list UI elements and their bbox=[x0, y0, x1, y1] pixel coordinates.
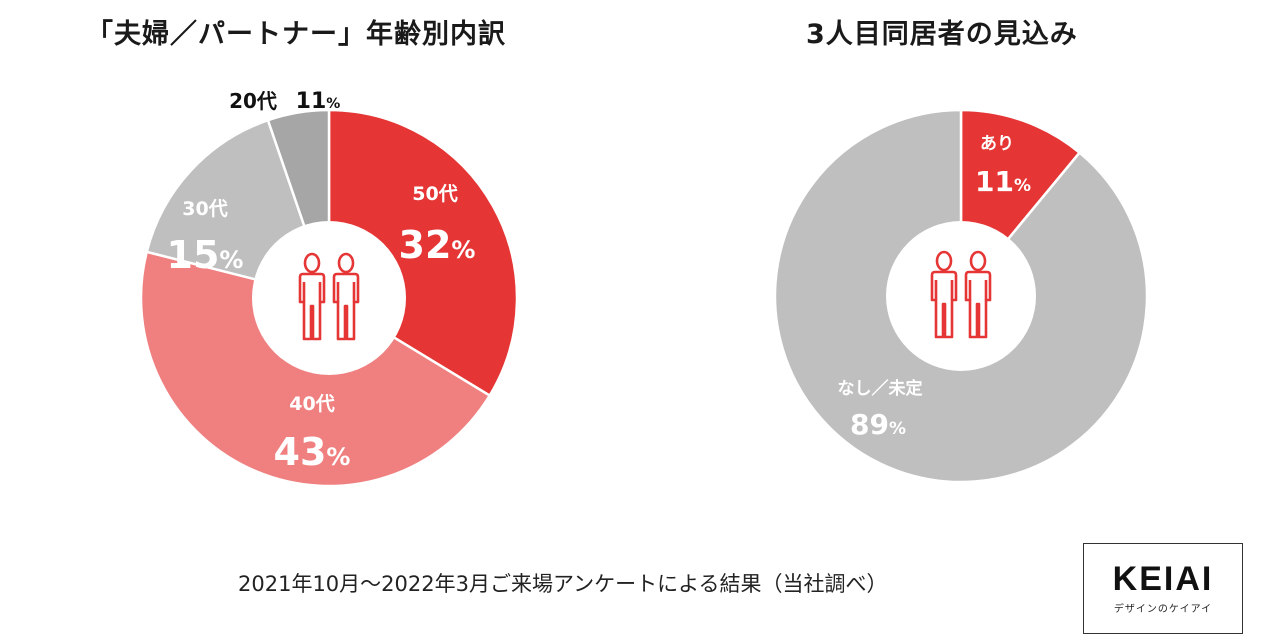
keiai-logo: KEIAI デザインのケイアイ bbox=[1083, 543, 1243, 634]
slice-percent-1-0: 11% bbox=[975, 165, 1031, 198]
person-body bbox=[332, 272, 360, 341]
slice-percent-0-0: 32% bbox=[399, 223, 476, 267]
donut-chart-1: あり 11% なし／未定 89% bbox=[773, 108, 1149, 484]
slice-label-1-1: なし／未定 bbox=[838, 378, 923, 399]
slice-label-1-0: あり bbox=[980, 134, 1014, 154]
person-head bbox=[969, 250, 987, 272]
person-body bbox=[298, 272, 326, 341]
slice-label-0-2: 30代 bbox=[182, 198, 227, 220]
donut-chart-0: 50代 32% 40代 43% 30代 15% 20代 11% bbox=[139, 89, 519, 488]
slice-label-0-3: 20代 bbox=[229, 89, 277, 113]
slice-percent-1-1: 89% bbox=[850, 408, 906, 441]
survey-caption: 2021年10月～2022年3月ご来場アンケートによる結果（当社調べ） bbox=[238, 572, 888, 596]
slice-label-0-1: 40代 bbox=[289, 393, 334, 415]
donut-hole bbox=[886, 221, 1036, 371]
logo-sub-text: デザインのケイアイ bbox=[1113, 604, 1213, 615]
slice-percent-0-3: 11% bbox=[296, 89, 341, 114]
person-figure bbox=[964, 250, 992, 339]
slice-percent-0-1: 43% bbox=[274, 430, 351, 474]
donut-hole bbox=[252, 221, 406, 375]
person-head bbox=[303, 252, 321, 274]
person-figure bbox=[930, 250, 958, 339]
slice-percent-0-2: 15% bbox=[167, 233, 244, 277]
donut-charts: 50代 32% 40代 43% 30代 15% 20代 11% あり 11% なし／未定 89% bbox=[139, 89, 1149, 488]
person-body bbox=[930, 270, 958, 339]
person-head bbox=[337, 252, 355, 274]
person-head bbox=[935, 250, 953, 272]
people-icon bbox=[298, 252, 360, 341]
person-figure bbox=[298, 252, 326, 341]
left-chart-title: 「夫婦／パートナー」年齢別内訳 bbox=[86, 19, 506, 50]
right-chart-title: 3人目同居者の見込み bbox=[806, 19, 1078, 50]
people-icon bbox=[930, 250, 992, 339]
slice-label-0-0: 50代 bbox=[412, 183, 457, 205]
person-figure bbox=[332, 252, 360, 341]
logo-main-text: KEIAI bbox=[1112, 560, 1214, 598]
person-body bbox=[964, 270, 992, 339]
